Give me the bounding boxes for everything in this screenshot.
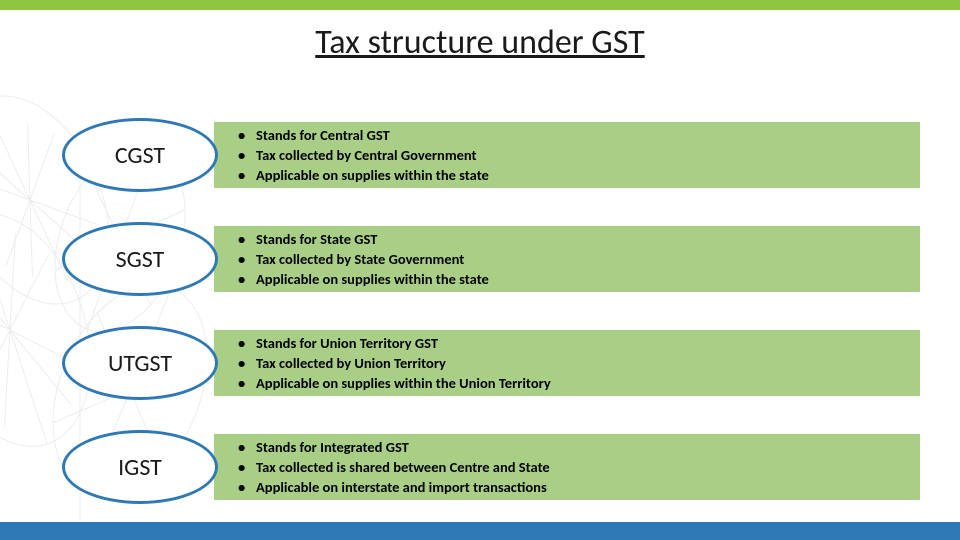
pill-label: IGST [118, 453, 162, 482]
bottom-accent-bar [0, 522, 960, 540]
tax-row: IGST Stands for Integrated GST Tax colle… [0, 430, 960, 504]
tax-pill-igst: IGST [62, 430, 218, 504]
point: Stands for Union Territory GST [236, 333, 920, 353]
tax-desc-igst: Stands for Integrated GST Tax collected … [214, 434, 920, 500]
point: Tax collected is shared between Centre a… [236, 457, 920, 477]
point: Applicable on interstate and import tran… [236, 477, 920, 497]
tax-rows-container: CGST Stands for Central GST Tax collecte… [0, 118, 960, 534]
tax-row: CGST Stands for Central GST Tax collecte… [0, 118, 960, 192]
point: Tax collected by Union Territory [236, 353, 920, 373]
page-title: Tax structure under GST [0, 22, 960, 63]
point: Tax collected by Central Government [236, 145, 920, 165]
point: Stands for State GST [236, 229, 920, 249]
pill-label: UTGST [108, 349, 172, 378]
point: Stands for Integrated GST [236, 437, 920, 457]
point: Applicable on supplies within the state [236, 269, 920, 289]
point: Applicable on supplies within the state [236, 165, 920, 185]
top-accent-bar [0, 0, 960, 10]
tax-pill-cgst: CGST [62, 118, 218, 192]
tax-pill-utgst: UTGST [62, 326, 218, 400]
point: Stands for Central GST [236, 125, 920, 145]
tax-row: UTGST Stands for Union Territory GST Tax… [0, 326, 960, 400]
pill-label: SGST [116, 245, 165, 274]
pill-label: CGST [115, 141, 165, 170]
tax-row: SGST Stands for State GST Tax collected … [0, 222, 960, 296]
point: Tax collected by State Government [236, 249, 920, 269]
tax-pill-sgst: SGST [62, 222, 218, 296]
point: Applicable on supplies within the Union … [236, 373, 920, 393]
tax-desc-cgst: Stands for Central GST Tax collected by … [214, 122, 920, 188]
tax-desc-utgst: Stands for Union Territory GST Tax colle… [214, 330, 920, 396]
tax-desc-sgst: Stands for State GST Tax collected by St… [214, 226, 920, 292]
